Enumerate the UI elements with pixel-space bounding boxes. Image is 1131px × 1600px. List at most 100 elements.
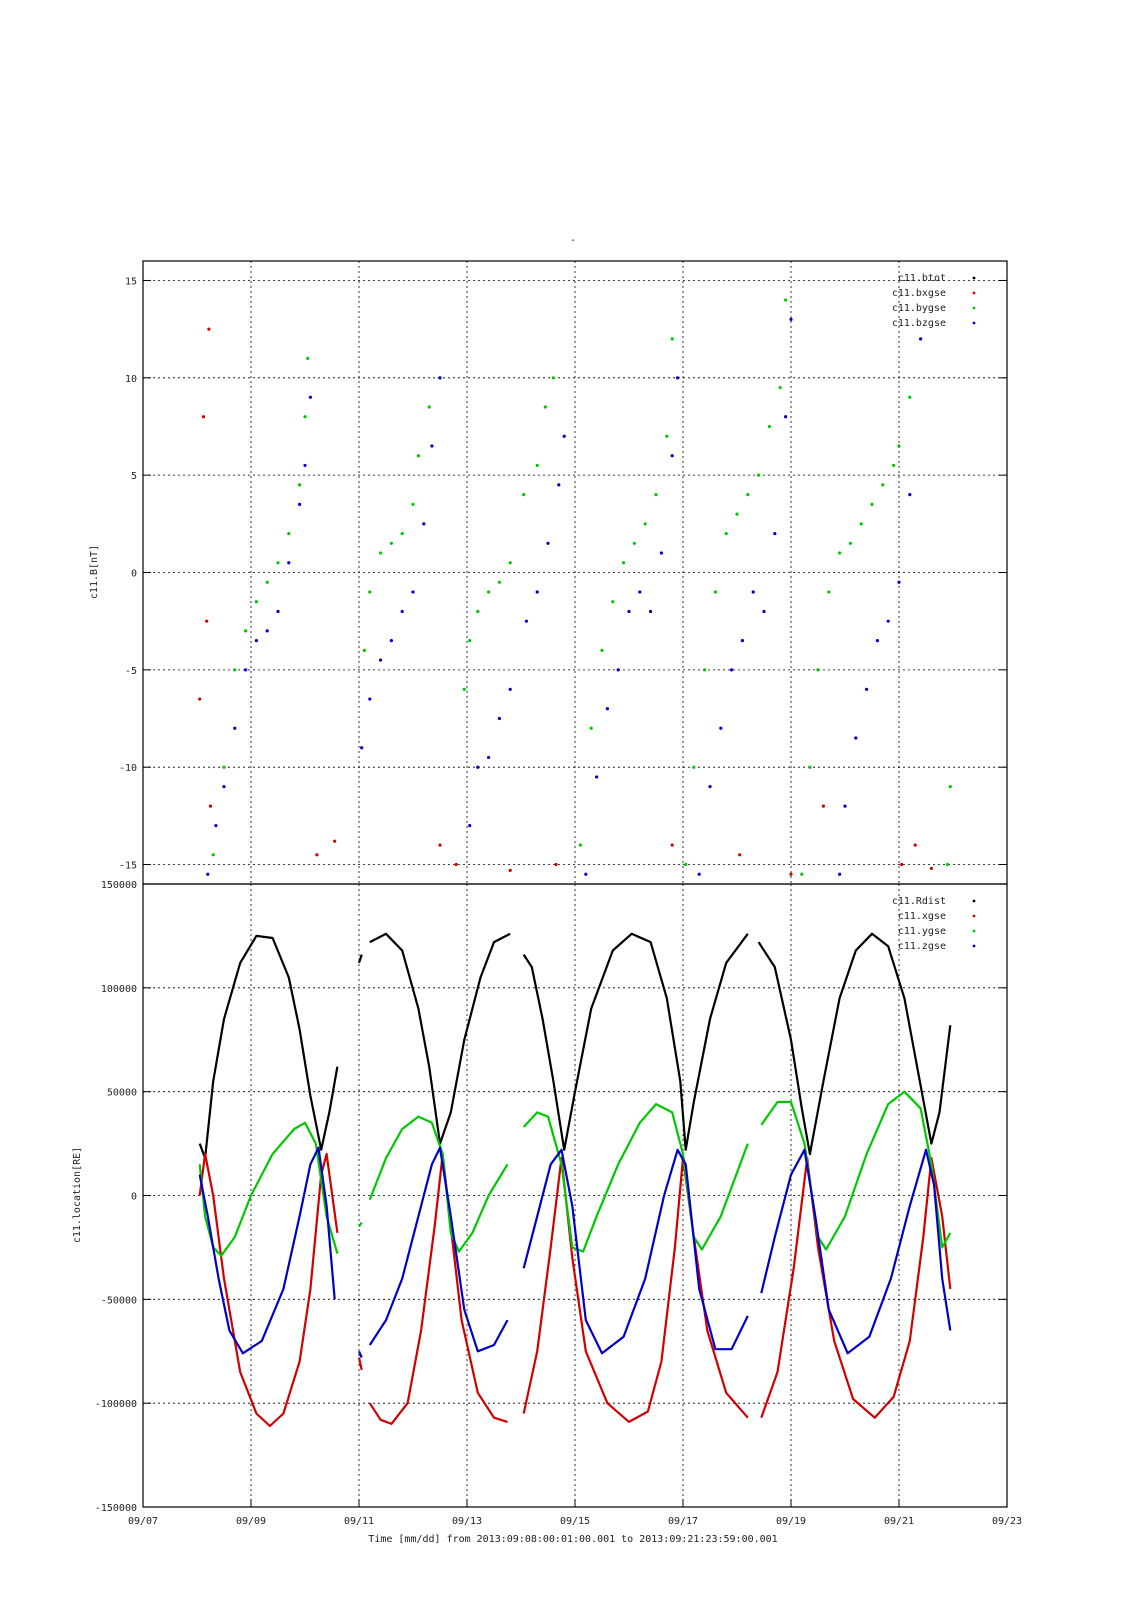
data-point-c11-bygse: [767, 424, 772, 429]
y-tick-label: 50000: [107, 1088, 137, 1099]
series-line-c11-zgse: [357, 1350, 363, 1358]
series-line-c11-ygse: [198, 1121, 339, 1257]
y-tick-label: -15: [119, 861, 137, 872]
data-point-c11-bzgse: [627, 609, 631, 614]
data-point-c11-bygse: [757, 473, 761, 477]
data-point-c11-bzgse: [789, 317, 793, 322]
x-tick-label: 09/23: [992, 1516, 1022, 1527]
data-point-c11-bygse: [713, 590, 718, 594]
data-point-c11-bygse: [276, 561, 280, 565]
y-tick-label: 5: [131, 471, 137, 482]
data-point-c11-bzgse: [784, 415, 788, 419]
data-point-c11-bzgse: [865, 687, 869, 691]
data-point-c11-bxgse: [508, 868, 512, 872]
chart-title: -: [570, 235, 576, 246]
legend-label: c11.ygse: [898, 926, 946, 937]
data-point-c11-bygse: [497, 580, 501, 584]
x-tick-label: 09/19: [776, 1516, 806, 1527]
y-tick-label: 0: [131, 569, 137, 580]
data-point-c11-bygse: [254, 600, 258, 604]
data-point-c11-bygse: [543, 405, 547, 409]
data-point-c11-bzgse: [854, 736, 858, 740]
data-point-c11-bygse: [643, 522, 647, 526]
data-point-c11-bxgse: [333, 839, 337, 843]
data-point-c11-bygse: [211, 853, 215, 857]
data-point-c11-bxgse: [315, 853, 319, 857]
data-point-c11-bygse: [816, 668, 820, 672]
series-line-c11-ygse: [368, 1115, 509, 1253]
data-point-c11-bygse: [416, 454, 420, 458]
data-point-c11-bygse: [665, 434, 669, 438]
y-tick-label: 15: [125, 276, 137, 287]
data-point-c11-bzgse: [379, 658, 383, 662]
series-line-c11-Rdist: [357, 954, 363, 964]
data-point-c11-bygse: [589, 726, 593, 730]
series-line-c11-Rdist: [369, 932, 511, 1145]
data-point-c11-bzgse: [875, 639, 880, 643]
data-point-c11-bzgse: [697, 872, 701, 876]
data-point-c11-bxgse: [438, 843, 442, 847]
x-tick-label: 09/11: [344, 1516, 374, 1527]
data-point-c11-bygse: [632, 541, 637, 545]
data-point-c11-bzgse: [708, 785, 712, 789]
data-point-c11-bygse: [746, 493, 750, 497]
data-point-c11-bygse: [670, 337, 674, 341]
data-point-c11-bzgse: [360, 746, 364, 750]
data-point-c11-bxgse: [201, 415, 206, 419]
data-point-c11-bygse: [578, 843, 583, 847]
data-point-c11-bygse: [476, 609, 480, 614]
data-point-c11-bzgse: [659, 551, 664, 555]
series-line-c11-ygse: [358, 1221, 363, 1228]
y-tick-label: 10: [125, 374, 137, 385]
legend-label: c11.btot: [898, 273, 946, 284]
data-point-c11-bygse: [462, 687, 466, 691]
data-point-c11-bzgse: [276, 609, 280, 614]
data-point-c11-bxgse: [205, 619, 209, 623]
data-point-c11-bzgse: [214, 823, 218, 828]
data-point-c11-bzgse: [616, 668, 620, 672]
data-point-c11-bzgse: [497, 716, 501, 721]
data-point-c11-bzgse: [676, 376, 680, 380]
plot-area: [198, 932, 952, 1428]
data-point-c11-bxgse: [554, 862, 558, 867]
data-point-c11-bxgse: [789, 872, 793, 876]
data-point-c11-bygse: [233, 668, 237, 672]
data-point-c11-bygse: [522, 493, 526, 497]
data-point-c11-bygse: [654, 493, 658, 497]
y-axis-label: c11.B[nT]: [89, 545, 100, 599]
data-point-c11-bygse: [859, 522, 863, 526]
data-point-c11-bygse: [724, 531, 728, 536]
data-point-c11-bxgse: [913, 843, 917, 847]
data-point-c11-bzgse: [638, 590, 642, 594]
x-tick-label: 09/15: [560, 1516, 590, 1527]
data-point-c11-bxgse: [208, 804, 213, 808]
legend-label: c11.xgse: [898, 911, 946, 922]
data-point-c11-bzgse: [762, 609, 766, 614]
series-line-c11-zgse: [760, 1148, 952, 1355]
data-point-c11-bygse: [411, 502, 415, 506]
data-point-c11-bzgse: [908, 493, 912, 497]
data-point-c11-bxgse: [207, 327, 211, 331]
x-tick-label: 09/07: [128, 1516, 158, 1527]
data-point-c11-bygse: [948, 785, 952, 789]
data-point-c11-bzgse: [546, 541, 550, 545]
data-point-c11-bzgse: [487, 755, 491, 760]
legend-swatch: [972, 291, 976, 295]
data-point-c11-bzgse: [438, 376, 442, 380]
series-line-c11-zgse: [368, 1146, 509, 1353]
data-point-c11-bygse: [362, 648, 366, 652]
x-tick-label: 09/17: [668, 1516, 698, 1527]
data-point-c11-bzgse: [670, 454, 674, 458]
time-axis: 09/07 09/09 09/11 09/13 09/15 09/17 09/19 09/21…: [128, 1499, 1022, 1527]
data-point-c11-bygse: [735, 512, 739, 516]
series-line-c11-xgse: [368, 1152, 508, 1425]
y-tick-label: -150000: [95, 1503, 137, 1514]
x-tick-label: 09/13: [452, 1516, 482, 1527]
y-tick-label: -100000: [95, 1399, 137, 1410]
data-point-c11-bygse: [508, 561, 512, 565]
data-point-c11-bygse: [808, 765, 812, 769]
series-line-c11-xgse: [357, 1357, 363, 1371]
series-line-c11-xgse: [760, 1157, 952, 1419]
data-point-c11-bzgse: [303, 463, 307, 468]
